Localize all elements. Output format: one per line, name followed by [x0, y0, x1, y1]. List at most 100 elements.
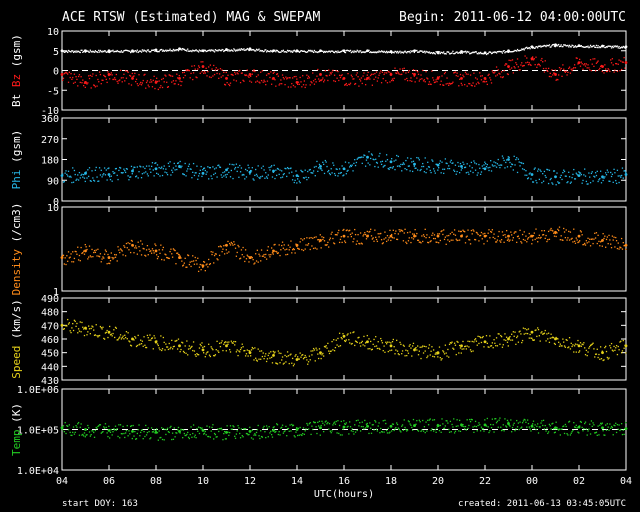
ylabel-part: (gsm)	[10, 130, 23, 170]
speed-point	[201, 348, 205, 352]
temp-point	[225, 430, 228, 434]
density-point	[225, 243, 228, 247]
speed-point	[248, 351, 252, 355]
temp-point	[601, 426, 604, 430]
speed-ylabel: Speed (km/s)	[10, 299, 23, 378]
mag-point	[460, 77, 463, 80]
x-tick-label: 00	[526, 476, 538, 487]
temp-point	[295, 428, 299, 431]
temp-series-temp	[60, 417, 628, 441]
mag-point	[178, 77, 181, 80]
ylabel-part: Phi	[10, 169, 23, 189]
mag-point	[248, 73, 252, 76]
density-point	[60, 256, 64, 259]
ylabel-part: (/cm3)	[10, 203, 23, 249]
temp-point	[319, 426, 322, 430]
mag-ytick-label: 10	[47, 27, 59, 38]
ylabel-part: (km/s)	[10, 299, 23, 345]
temp-point	[107, 429, 111, 432]
ylabel-part: (gsm)	[10, 34, 23, 74]
mag-point	[60, 73, 64, 76]
phi-point	[624, 173, 628, 176]
speed-series-speed	[60, 318, 628, 367]
phi-ylabel: Phi (gsm)	[10, 130, 23, 190]
density-point	[436, 234, 440, 238]
x-tick-label: 02	[573, 476, 585, 487]
x-tick-label: 08	[150, 476, 162, 487]
density-point	[389, 234, 393, 238]
speed-ytick-label: 460	[41, 335, 59, 346]
phi-series-phi	[60, 151, 628, 186]
density-point	[507, 234, 510, 238]
mag-point	[413, 73, 416, 76]
x-tick-label: 10	[197, 476, 209, 487]
ylabel-part: (K)	[10, 403, 23, 430]
phi-point	[154, 167, 158, 171]
temp-ytick-label: 1.0E+04	[17, 466, 59, 477]
mag-ytick-label: 0	[53, 67, 59, 78]
start-doy: start DOY: 163	[62, 499, 138, 509]
density-point	[107, 256, 111, 259]
speed-frame	[61, 297, 627, 381]
phi-point	[225, 168, 228, 172]
temp-point	[272, 429, 275, 432]
phi-point	[460, 165, 463, 168]
speed-ytick-label: 430	[41, 376, 59, 387]
x-axis-title: UTC(hours)	[314, 489, 374, 500]
mag-point	[131, 77, 134, 80]
x-tick-label: 04	[620, 476, 632, 487]
created-time: created: 2011-06-13 03:45:05UTC	[458, 499, 626, 509]
phi-point	[131, 169, 134, 173]
temp-point	[131, 429, 134, 433]
mag-point	[201, 65, 205, 68]
phi-ytick-label: 0	[53, 197, 59, 208]
phi-point	[319, 165, 322, 168]
phi-point	[295, 174, 299, 178]
x-tick-label: 14	[291, 476, 303, 487]
density-ylabel: Density (/cm3)	[10, 203, 23, 296]
speed-point	[577, 344, 581, 348]
speed-point	[272, 354, 275, 357]
chart-title: ACE RTSW (Estimated) MAG & SWEPAM	[62, 10, 321, 25]
speed-point	[554, 337, 557, 341]
mag-series-bt	[60, 43, 628, 56]
x-tick-label: 04	[56, 476, 68, 487]
x-tick-label: 20	[432, 476, 444, 487]
density-frame	[61, 206, 627, 292]
density-point	[84, 249, 87, 253]
density-ytick-label: 1	[53, 287, 59, 298]
mag-point	[295, 80, 299, 84]
mag-point	[225, 77, 228, 80]
density-point	[577, 234, 581, 238]
phi-point	[248, 170, 252, 174]
x-tick-label: 06	[103, 476, 115, 487]
phi-point	[201, 171, 205, 175]
phi-point	[107, 173, 111, 176]
ylabel-part: Speed	[10, 346, 23, 379]
mag-point	[319, 73, 322, 76]
speed-ytick-label: 440	[41, 362, 59, 373]
phi-ytick-label: 270	[41, 135, 59, 146]
ylabel-part: Temp	[10, 430, 23, 457]
temp-point	[554, 426, 557, 430]
density-point	[342, 234, 346, 238]
speed-ytick-label: 470	[41, 321, 59, 332]
x-tick-label: 16	[338, 476, 350, 487]
temp-point	[84, 428, 87, 431]
speed-ytick-label: 450	[41, 349, 59, 360]
x-tick-label: 22	[479, 476, 491, 487]
mag-ytick-label: -5	[47, 86, 59, 97]
speed-point	[225, 344, 228, 348]
density-point	[178, 256, 181, 259]
mag-ytick-label: -10	[41, 106, 59, 117]
temp-ylabel: Temp (K)	[10, 403, 23, 456]
density-point	[154, 249, 158, 253]
speed-ytick-label: 490	[41, 294, 59, 305]
speed-point	[530, 330, 534, 334]
density-point	[413, 234, 416, 238]
mag-ylabel: Bt Bz (gsm)	[10, 34, 23, 107]
phi-ytick-label: 90	[47, 176, 59, 187]
phi-frame	[61, 117, 627, 202]
density-series-density	[60, 226, 628, 273]
